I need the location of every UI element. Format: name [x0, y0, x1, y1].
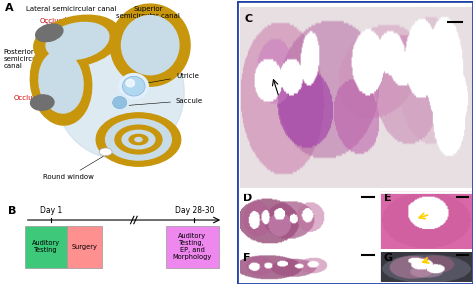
Circle shape	[122, 76, 145, 96]
Text: Day 28-30: Day 28-30	[175, 206, 214, 215]
Ellipse shape	[36, 24, 63, 42]
Circle shape	[113, 96, 127, 109]
Circle shape	[118, 73, 149, 99]
Text: Day 1: Day 1	[40, 206, 62, 215]
FancyBboxPatch shape	[25, 226, 67, 268]
Text: Round window: Round window	[43, 156, 103, 180]
Circle shape	[110, 94, 129, 111]
Text: C: C	[245, 14, 253, 24]
Text: A: A	[5, 3, 13, 13]
Text: Lateral semicircular canal: Lateral semicircular canal	[26, 6, 116, 22]
Text: Superior
semicircular canal: Superior semicircular canal	[116, 6, 180, 19]
Ellipse shape	[135, 137, 142, 142]
Text: D: D	[243, 193, 252, 203]
Ellipse shape	[106, 119, 171, 160]
Ellipse shape	[46, 23, 109, 60]
Text: Occlusion: Occlusion	[14, 95, 48, 101]
Text: E: E	[384, 193, 392, 203]
Text: Surgery: Surgery	[71, 244, 97, 250]
Text: Auditory
Testing: Auditory Testing	[32, 240, 60, 253]
Text: Saccule: Saccule	[127, 97, 203, 105]
Ellipse shape	[115, 125, 162, 154]
Ellipse shape	[96, 113, 181, 166]
FancyBboxPatch shape	[67, 226, 102, 268]
FancyBboxPatch shape	[166, 226, 219, 268]
Ellipse shape	[110, 4, 190, 86]
Circle shape	[126, 80, 135, 87]
Ellipse shape	[99, 148, 112, 156]
Text: Occlusion: Occlusion	[40, 17, 74, 24]
Ellipse shape	[55, 26, 184, 159]
Ellipse shape	[30, 95, 54, 110]
Text: B: B	[8, 206, 17, 216]
Text: F: F	[243, 253, 250, 263]
Text: G: G	[384, 253, 393, 263]
Text: Posterior
semicircular
canal: Posterior semicircular canal	[3, 49, 46, 69]
Ellipse shape	[34, 15, 121, 67]
Ellipse shape	[129, 135, 148, 145]
Ellipse shape	[121, 16, 179, 75]
Ellipse shape	[30, 39, 91, 125]
Text: Auditory
Testing,
EP, and
Morphology: Auditory Testing, EP, and Morphology	[173, 233, 212, 260]
Text: Utricle: Utricle	[144, 73, 199, 84]
Ellipse shape	[122, 130, 155, 149]
Ellipse shape	[39, 51, 83, 113]
